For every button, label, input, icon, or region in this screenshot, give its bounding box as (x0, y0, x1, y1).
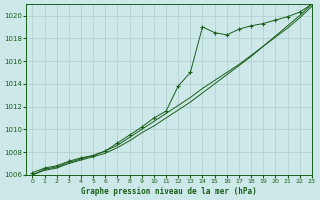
X-axis label: Graphe pression niveau de la mer (hPa): Graphe pression niveau de la mer (hPa) (81, 187, 257, 196)
